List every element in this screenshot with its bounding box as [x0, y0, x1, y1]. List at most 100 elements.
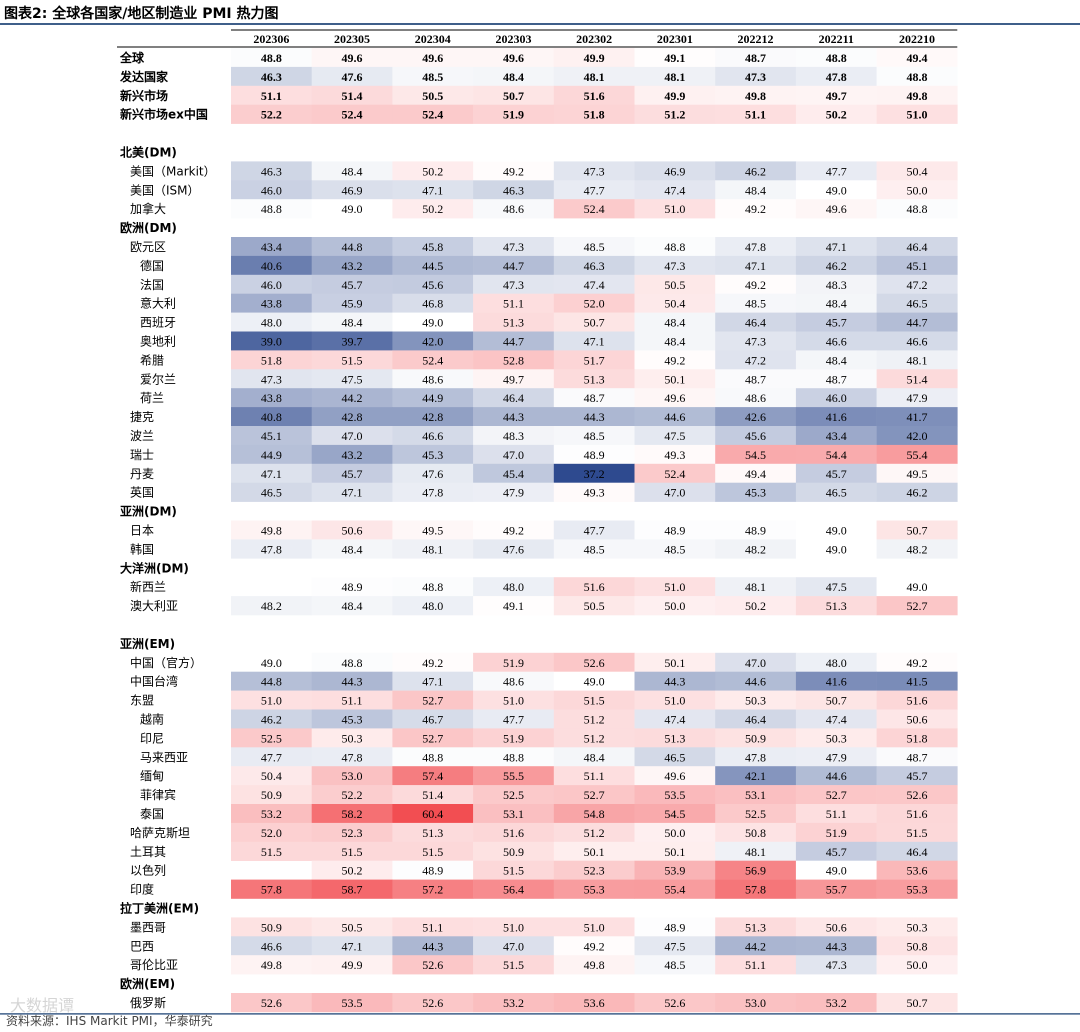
cell-value: 48.7	[826, 372, 847, 386]
cell-value: 49.2	[906, 656, 927, 670]
cell-value: 52.6	[664, 996, 685, 1010]
cell-value: 44.6	[745, 675, 766, 689]
cell-value: 48.4	[664, 335, 685, 349]
row-label: 印度	[130, 882, 154, 897]
heatmap-cell	[876, 577, 958, 597]
cell-value: 47.5	[826, 580, 847, 594]
cell-value: 44.3	[826, 939, 847, 953]
heatmap-cell	[715, 690, 797, 710]
heatmap-cell	[311, 48, 393, 68]
heatmap-cell	[634, 652, 716, 672]
cell-value: 44.3	[584, 410, 605, 424]
cell-value: 47.1	[422, 675, 443, 689]
heatmap-cell	[231, 48, 312, 68]
cell-value: 52.5	[503, 788, 524, 802]
row-label: 韩国	[130, 541, 154, 556]
row-label: 新兴市场ex中国	[120, 107, 208, 122]
heatmap-cell	[553, 841, 635, 861]
heatmap-cell	[392, 747, 474, 767]
cell-value: 46.0	[261, 278, 282, 292]
cell-value: 49.2	[745, 202, 766, 216]
cell-value: 48.5	[584, 542, 605, 556]
heatmap-cell	[392, 463, 474, 483]
cell-value: 40.6	[261, 259, 282, 273]
row-label: 瑞士	[130, 448, 154, 462]
heatmap-cell	[795, 312, 877, 332]
heatmap-cell	[311, 388, 393, 408]
cell-value: 48.6	[503, 675, 524, 689]
cell-value: 45.6	[422, 278, 443, 292]
column-header: 202303	[495, 32, 531, 46]
region-header: 亚洲(DM)	[120, 505, 177, 519]
cell-value: 47.8	[745, 750, 766, 764]
heatmap-cell	[392, 350, 474, 370]
heatmap-cell	[553, 312, 635, 332]
heatmap-cell	[634, 293, 716, 313]
heatmap-cell	[876, 255, 958, 276]
heatmap-cell	[634, 577, 716, 597]
heatmap-cell	[392, 48, 474, 68]
figure-title: 图表2: 全球各国家/地区制造业 PMI 热力图	[4, 6, 279, 22]
heatmap-cell	[473, 936, 555, 956]
heatmap-cell	[634, 690, 716, 710]
row-label: 东盟	[130, 694, 154, 708]
cell-value: 46.6	[906, 335, 927, 349]
heatmap-cell	[553, 85, 635, 105]
row-label: 德国	[140, 258, 164, 273]
cell-value: 50.1	[664, 372, 685, 386]
cell-value: 47.7	[261, 750, 282, 764]
heatmap-cell	[473, 671, 555, 691]
cell-value: 44.3	[342, 675, 363, 689]
heatmap-cell	[392, 104, 474, 124]
cell-value: 48.4	[826, 297, 847, 311]
heatmap-cell	[876, 161, 958, 181]
cell-value: 39.0	[261, 335, 282, 349]
heatmap-cell	[715, 709, 797, 729]
heatmap-cell	[876, 879, 958, 899]
cell-value: 46.4	[745, 713, 766, 727]
heatmap-cell	[634, 955, 716, 975]
heatmap-cell	[634, 766, 716, 786]
cell-value: 42.6	[745, 410, 766, 424]
heatmap-cell	[553, 255, 635, 276]
heatmap-cell	[473, 728, 555, 748]
heatmap-cell	[311, 407, 393, 427]
cell-value: 41.7	[906, 410, 927, 424]
heatmap-cell	[231, 199, 312, 219]
heatmap-cell	[231, 652, 312, 672]
heatmap-cell	[715, 747, 797, 767]
cell-value: 44.2	[342, 391, 363, 405]
heatmap-cell	[795, 690, 877, 710]
cell-value: 50.1	[664, 845, 685, 859]
cell-value: 47.9	[503, 486, 524, 500]
heatmap-cell	[473, 350, 555, 370]
cell-value: 51.1	[422, 920, 443, 934]
heatmap-cell	[311, 577, 393, 597]
heatmap-cell	[473, 161, 555, 181]
heatmap-cell	[715, 331, 797, 351]
cell-value: 51.3	[664, 731, 685, 745]
heatmap-cell	[876, 955, 958, 975]
heatmap-cell	[715, 577, 797, 597]
cell-value: 46.4	[906, 845, 927, 859]
cell-value: 46.9	[664, 164, 685, 178]
heatmap-cell	[473, 577, 555, 597]
heatmap-cell	[553, 804, 635, 824]
cell-value: 50.7	[503, 89, 524, 103]
heatmap-cell	[715, 180, 797, 200]
heatmap-cell	[473, 48, 555, 68]
heatmap-cell	[231, 369, 312, 389]
cell-value: 50.2	[826, 108, 847, 122]
row-label: 马来西亚	[140, 750, 188, 764]
cell-value: 48.5	[664, 958, 685, 972]
row-label: 俄罗斯	[130, 996, 166, 1010]
cell-value: 48.5	[584, 429, 605, 443]
cell-value: 53.0	[745, 996, 766, 1010]
cell-value: 53.1	[745, 788, 766, 802]
cell-value: 49.5	[422, 524, 443, 538]
heatmap-cell	[553, 274, 635, 294]
heatmap-cell	[876, 520, 958, 540]
cell-value: 45.7	[906, 769, 927, 783]
cell-value: 51.7	[584, 353, 605, 367]
heatmap-cell	[715, 85, 797, 105]
